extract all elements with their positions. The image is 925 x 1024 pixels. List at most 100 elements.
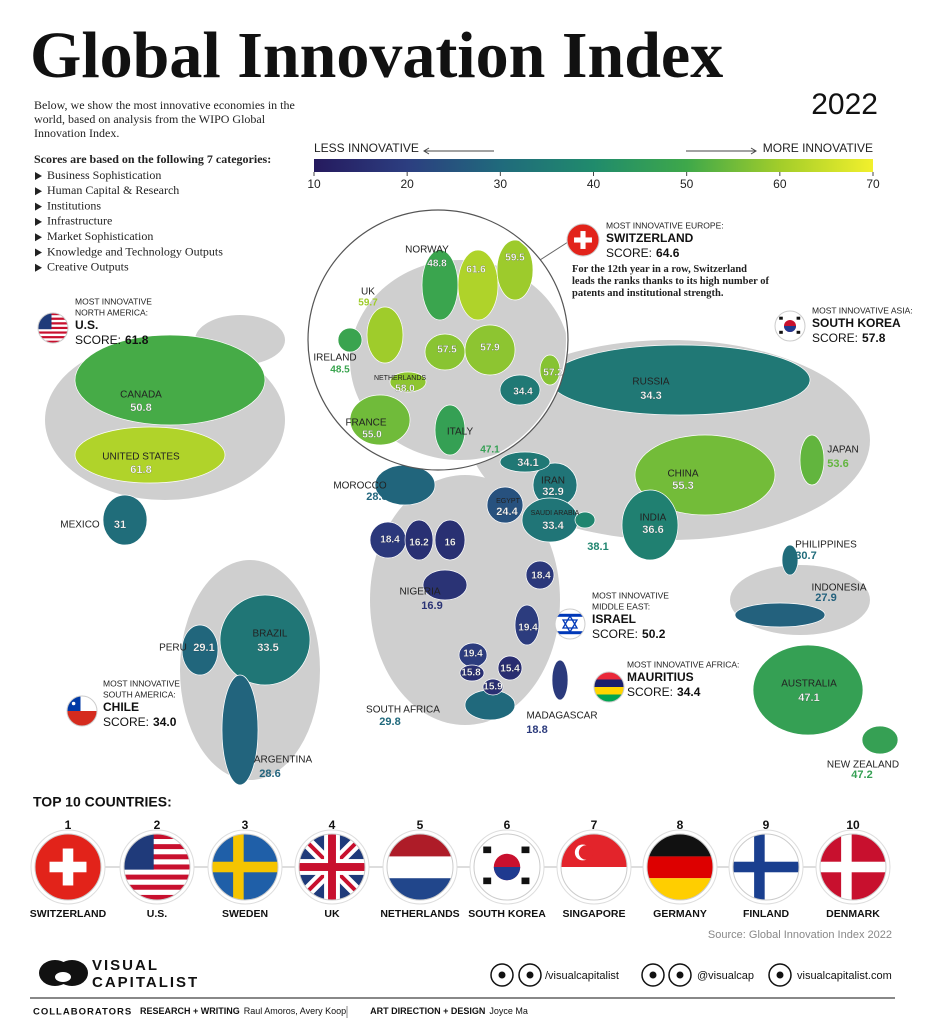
callout-score: SCORE: 34.0 bbox=[103, 715, 177, 729]
country-name: NEW ZEALAND bbox=[827, 760, 899, 771]
callout-heading: NORTH AMERICA: bbox=[75, 307, 148, 317]
country-score: 61.8 bbox=[130, 464, 151, 476]
country bbox=[499, 374, 541, 406]
flag-part bbox=[594, 672, 624, 680]
social-icon bbox=[641, 963, 665, 987]
callout-heading: MOST INNOVATIVE bbox=[75, 296, 152, 306]
flag-part bbox=[124, 879, 190, 885]
score-label: SCORE: bbox=[812, 331, 858, 345]
social-glyph bbox=[676, 971, 684, 979]
country bbox=[621, 489, 679, 561]
flag-part bbox=[38, 313, 68, 316]
legend-bar bbox=[314, 159, 873, 172]
social-glyph bbox=[526, 971, 534, 979]
rank: 2 bbox=[154, 818, 161, 832]
country-name: SOUTH AFRICA bbox=[366, 705, 440, 716]
country-score: 48.5 bbox=[330, 365, 350, 376]
callout-heading: MOST INNOVATIVE bbox=[592, 590, 669, 600]
country-name: INDONESIA bbox=[811, 583, 866, 594]
social-icon bbox=[518, 963, 542, 987]
country-name: NIGERIA bbox=[399, 587, 440, 598]
flag bbox=[594, 672, 624, 702]
country bbox=[221, 674, 259, 786]
country bbox=[549, 344, 811, 416]
country-name: EGYPT bbox=[496, 498, 520, 505]
country-score: 19.4 bbox=[518, 623, 538, 634]
score-label: SCORE: bbox=[75, 333, 121, 347]
country-name: CHINA bbox=[667, 469, 698, 480]
country-score: 38.1 bbox=[587, 541, 608, 553]
credits: RESEARCH + WRITING Raul Amoros, Avery Koo… bbox=[140, 1006, 528, 1016]
country-name: UNITED STATES bbox=[102, 452, 180, 463]
callout-heading: MOST INNOVATIVE ASIA: bbox=[812, 305, 913, 315]
flag-ring bbox=[774, 310, 806, 342]
flag bbox=[212, 834, 278, 900]
flag-part bbox=[483, 877, 492, 885]
flag-ring bbox=[34, 833, 102, 901]
flag-part bbox=[212, 861, 278, 873]
country bbox=[482, 678, 504, 696]
country-name: U.S. bbox=[147, 908, 168, 920]
flag bbox=[67, 696, 97, 726]
flag-part bbox=[124, 849, 190, 855]
flag-part bbox=[38, 319, 68, 323]
flag-part bbox=[521, 846, 530, 854]
callout-country: ISRAEL bbox=[592, 612, 636, 626]
flag-part bbox=[779, 330, 783, 334]
country bbox=[781, 544, 799, 576]
flag-part bbox=[124, 869, 190, 875]
country bbox=[102, 494, 148, 546]
bullet bbox=[35, 263, 42, 272]
credit-name: Joyce Ma bbox=[489, 1006, 528, 1016]
country-name: GERMANY bbox=[653, 908, 707, 920]
country bbox=[434, 404, 466, 456]
rank: 10 bbox=[846, 818, 860, 832]
social-icon bbox=[768, 963, 792, 987]
country bbox=[551, 659, 569, 701]
country-score: 28.6 bbox=[259, 768, 280, 780]
country bbox=[752, 644, 864, 736]
category-item: Knowledge and Technology Outputs bbox=[47, 244, 223, 258]
flag bbox=[299, 834, 365, 900]
rank: 1 bbox=[65, 818, 72, 832]
score-value: 57.8 bbox=[862, 331, 886, 345]
social-glyph bbox=[498, 971, 506, 979]
flag-ring bbox=[298, 833, 366, 901]
country-score: 48.8 bbox=[427, 259, 447, 270]
source: Source: Global Innovation Index 2022 bbox=[708, 929, 892, 941]
intro-box: Below, we show the most innovative econo… bbox=[34, 98, 295, 140]
callout-note: For the 12th year in a row, Switzerland … bbox=[572, 264, 770, 299]
flag bbox=[35, 834, 101, 900]
callout-note-box: For the 12th year in a row, Switzerland … bbox=[572, 264, 770, 299]
legend-tick-label: 30 bbox=[494, 177, 508, 191]
flag bbox=[387, 834, 453, 900]
country-score: 57.5 bbox=[437, 345, 457, 356]
flag-ring bbox=[554, 608, 586, 640]
flag-ring bbox=[386, 833, 454, 901]
legend-tick-label: 10 bbox=[307, 177, 321, 191]
flag-part bbox=[387, 856, 453, 879]
country-score: 34.4 bbox=[513, 387, 533, 398]
country bbox=[459, 664, 485, 682]
callout-score: SCORE: 34.4 bbox=[627, 685, 701, 699]
country bbox=[349, 394, 411, 446]
brand: VISUAL bbox=[92, 957, 159, 974]
flag-part bbox=[733, 861, 799, 873]
bullet bbox=[35, 187, 42, 196]
country-name: SWITZERLAND bbox=[30, 908, 107, 920]
score-label: SCORE: bbox=[103, 715, 149, 729]
flag-ring bbox=[211, 833, 279, 901]
country-name: UK bbox=[324, 908, 340, 920]
callout-country: SOUTH KOREA bbox=[812, 316, 901, 330]
country-score: 15.8 bbox=[461, 668, 481, 679]
legend-arrows bbox=[423, 147, 757, 155]
flag-part bbox=[124, 859, 190, 865]
country bbox=[457, 249, 499, 321]
score-value: 50.2 bbox=[642, 627, 666, 641]
flag-part bbox=[820, 861, 886, 873]
flag-part bbox=[561, 614, 579, 634]
flag-ring bbox=[566, 223, 600, 257]
callout-score: SCORE: 61.8 bbox=[75, 333, 149, 347]
category-item: Market Sophistication bbox=[47, 229, 153, 243]
category-item: Creative Outputs bbox=[47, 260, 129, 274]
